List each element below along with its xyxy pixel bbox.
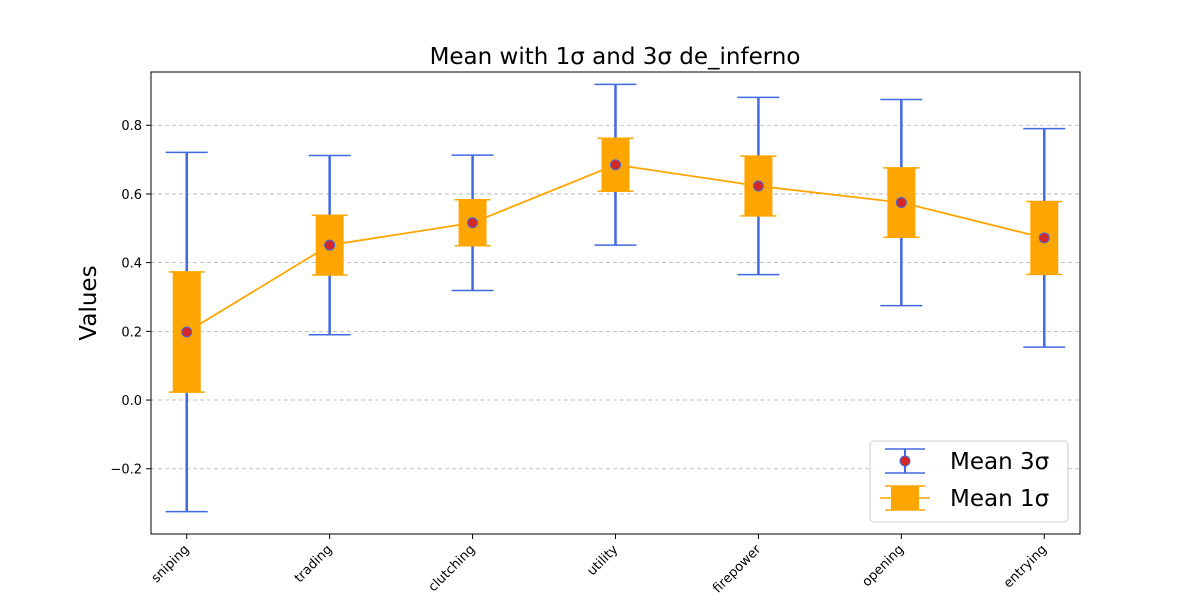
x-tick-label: firepower	[710, 542, 765, 597]
x-tick-label: entrying	[1001, 542, 1050, 591]
x-axis: sniping trading clutching utility firepower o…	[149, 534, 1050, 596]
y-tick-label: 0.4	[121, 257, 142, 272]
x-tick-label: utility	[585, 542, 622, 579]
legend: Mean 3σ Mean 1σ	[869, 440, 1069, 523]
legend-frame	[869, 440, 1069, 523]
x-tick-label: opening	[859, 542, 907, 590]
x-tick-label: trading	[292, 542, 336, 586]
mean-point	[895, 197, 907, 209]
chart-marks	[165, 83, 1066, 513]
mean-point	[1038, 232, 1050, 244]
x-tick-label: sniping	[149, 542, 193, 586]
mean-point	[181, 326, 193, 338]
legend-key-mean-3sigma	[885, 448, 925, 474]
mean-point	[610, 159, 621, 171]
chart-title: Mean with 1σ and 3σ de_inferno	[430, 44, 801, 70]
legend-key-mean-1sigma	[880, 485, 930, 511]
y-tick-label: 0.8	[121, 119, 142, 134]
mean-point	[467, 217, 479, 229]
legend-label-mean-1sigma: Mean 1σ	[950, 486, 1049, 512]
y-axis-label: Values	[76, 265, 102, 340]
y-tick-label: −0.2	[110, 463, 142, 478]
mean-point	[752, 180, 764, 192]
y-tick-label: 0.2	[121, 325, 142, 340]
y-tick-label: 0.0	[121, 394, 142, 409]
x-tick-label: clutching	[426, 542, 479, 595]
legend-label-mean-3sigma: Mean 3σ	[950, 449, 1049, 475]
y-axis: −0.2 0.0 0.2 0.4 0.6 0.8	[110, 119, 151, 478]
mean-point	[324, 239, 336, 251]
y-tick-label: 0.6	[121, 188, 142, 203]
